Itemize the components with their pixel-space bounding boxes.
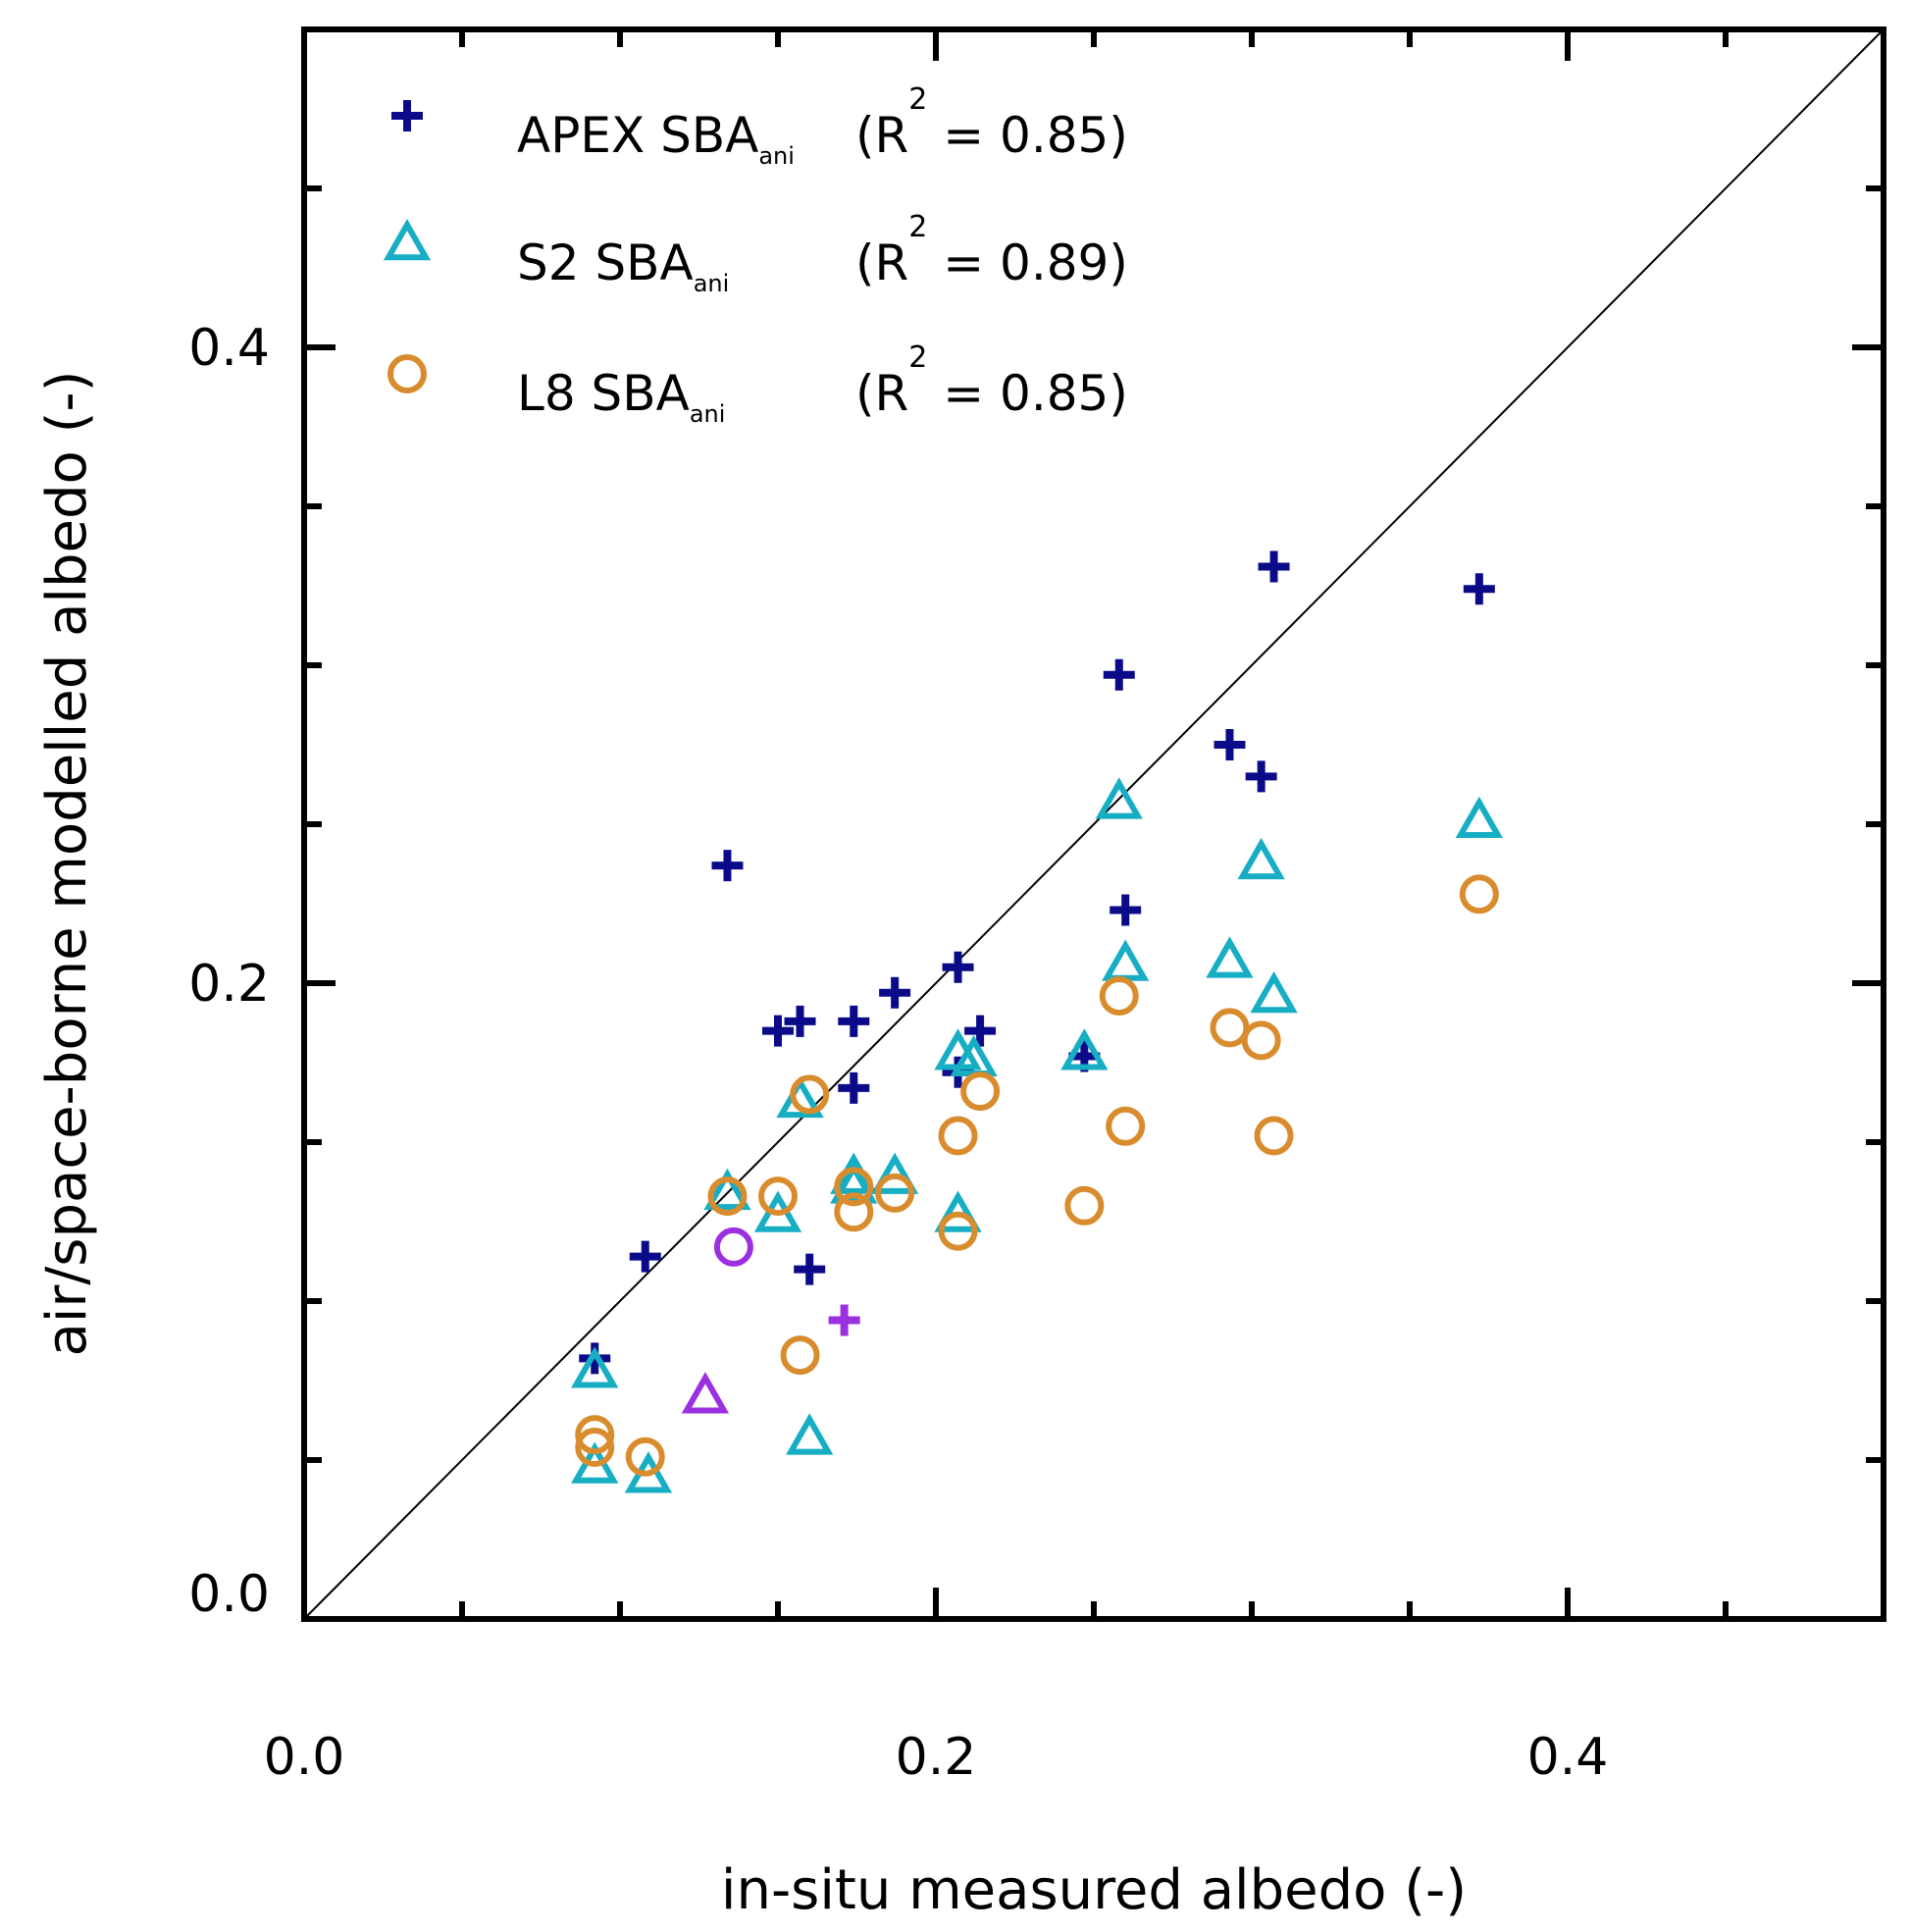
data-point-circle — [758, 1176, 798, 1217]
data-point-plus — [1103, 658, 1135, 691]
data-point-plus — [762, 1015, 794, 1047]
data-point-triangle — [786, 1413, 834, 1455]
data-point-circle — [1254, 1116, 1294, 1156]
data-point-circle — [625, 1436, 665, 1477]
data-point-circle — [790, 1074, 830, 1115]
y-tick-label: 0.0 — [188, 1565, 270, 1624]
data-point-circle — [1459, 874, 1499, 914]
data-point-circle — [834, 1167, 874, 1207]
legend-label: APEX SBAani — [517, 107, 795, 170]
data-point-circle — [1064, 1185, 1105, 1226]
data-point-triangle — [1206, 936, 1254, 978]
data-point-triangle — [1102, 939, 1150, 981]
data-point-circle — [1210, 1008, 1250, 1048]
legend-label: S2 SBAani — [517, 235, 729, 297]
x-tick-label: 0.0 — [264, 1728, 345, 1787]
data-point-plus — [1258, 550, 1290, 583]
data-point-triangle — [571, 1346, 619, 1388]
legend-r2: (R2 = 0.85) — [855, 340, 1128, 422]
data-point-plus — [784, 1005, 816, 1037]
plot-area: 0.0 0.2 0.4 0.0 0.2 0.4 — [188, 26, 1886, 1787]
y-axis-title: air/space-borne modelled albedo (-) — [35, 371, 99, 1357]
data-point-triangle — [1060, 1028, 1109, 1070]
data-point-triangle — [1095, 777, 1143, 819]
one-to-one-line — [303, 28, 1885, 1620]
data-point-circle — [938, 1211, 978, 1251]
y-tick-label: 0.2 — [188, 955, 270, 1014]
data-point-plus — [629, 1240, 661, 1273]
data-point-triangle — [870, 1152, 919, 1194]
data-point-circle — [575, 1428, 615, 1468]
data-point-highlight — [713, 1227, 753, 1267]
data-point-plus — [942, 951, 974, 983]
data-point-plus — [1463, 573, 1495, 605]
data-point-plus — [838, 1005, 870, 1037]
legend-marker — [383, 218, 432, 261]
legend-label: L8 SBAani — [517, 365, 725, 428]
data-point-plus — [838, 1071, 870, 1104]
legend: APEX SBAani (R2 = 0.85) S2 SBAani (R2 = 0.8… — [383, 82, 1128, 428]
legend-r2: (R2 = 0.85) — [855, 82, 1128, 164]
data-point-circle — [1099, 975, 1139, 1016]
data-point-plus — [1245, 760, 1277, 793]
x-tick-label: 0.4 — [1527, 1728, 1609, 1787]
data-point-plus — [879, 976, 911, 1009]
data-point-circle — [1241, 1020, 1281, 1061]
data-markers — [571, 550, 1504, 1493]
data-point-plus — [794, 1253, 826, 1285]
data-point-triangle — [1237, 837, 1285, 880]
data-point-circle — [960, 1071, 1001, 1112]
data-point-plus — [711, 850, 744, 882]
data-point-plus — [1214, 729, 1246, 760]
data-point-circle — [875, 1173, 915, 1213]
data-point-circle — [780, 1335, 820, 1376]
legend-r2: (R2 = 0.89) — [855, 210, 1128, 291]
x-tick-label: 0.2 — [896, 1728, 977, 1787]
legend-marker — [387, 354, 427, 393]
data-point-triangle — [703, 1168, 751, 1211]
data-point-circle — [575, 1415, 615, 1455]
data-point-triangle — [1250, 970, 1298, 1014]
data-point-highlight — [681, 1372, 730, 1414]
x-axis-title: in-situ measured albedo (-) — [721, 1858, 1467, 1922]
data-point-circle — [1106, 1106, 1146, 1146]
data-point-circle — [834, 1192, 874, 1232]
data-point-triangle — [1455, 796, 1504, 839]
data-point-plus — [1110, 894, 1142, 926]
data-point-circle — [707, 1176, 748, 1217]
data-point-triangle — [934, 1190, 982, 1232]
data-point-plus — [964, 1015, 997, 1047]
y-tick-label: 0.4 — [188, 319, 270, 378]
data-point-circle — [938, 1116, 978, 1156]
data-point-highlight — [828, 1304, 860, 1336]
legend-marker — [391, 100, 423, 131]
